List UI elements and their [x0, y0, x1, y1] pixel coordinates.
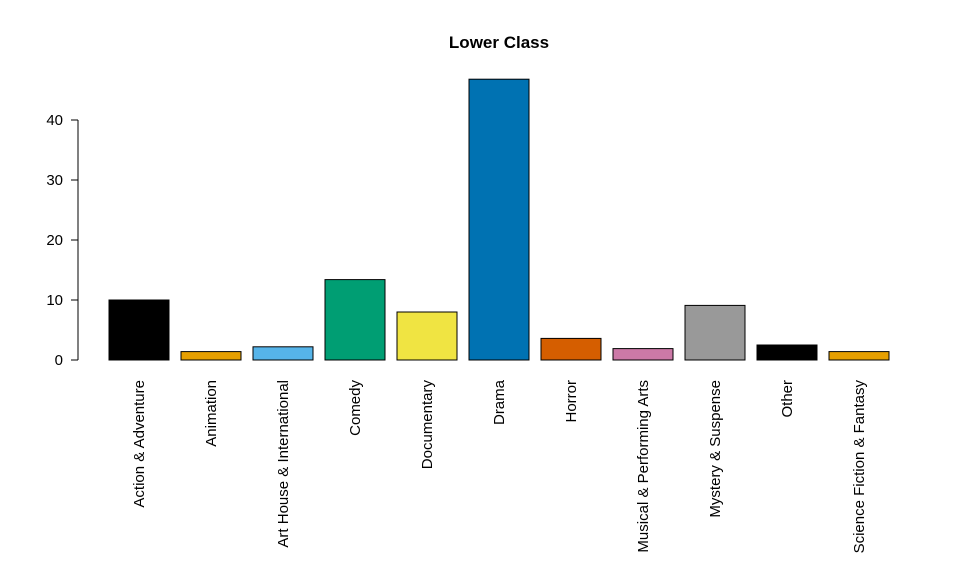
x-category-label: Other	[779, 380, 796, 418]
bar-action-adventure	[108, 299, 170, 361]
chart-title: Lower Class	[449, 33, 549, 52]
x-category-label: Comedy	[347, 380, 364, 436]
x-category-label: Documentary	[419, 380, 436, 470]
x-category-label: Science Fiction & Fantasy	[851, 380, 868, 554]
bar-musical-performing-arts	[612, 348, 674, 361]
x-category-label: Mystery & Suspense	[707, 380, 724, 518]
x-category-label: Action & Adventure	[131, 380, 148, 508]
x-category-label: Horror	[563, 380, 580, 423]
x-category-label: Drama	[491, 379, 508, 425]
x-category-label: Musical & Performing Arts	[635, 380, 652, 553]
x-category-label: Art House & International	[275, 380, 292, 548]
y-tick-label: 40	[46, 112, 63, 129]
y-axis: 0 10 20 30 40	[46, 112, 79, 369]
bar-horror	[540, 337, 602, 361]
x-category-label: Animation	[203, 380, 220, 447]
bar-art-house-international	[252, 346, 314, 361]
y-tick-label: 30	[46, 172, 63, 189]
y-tick-label: 10	[46, 292, 63, 309]
bar-mystery-suspense	[684, 304, 746, 361]
bars	[108, 78, 890, 361]
bar-drama	[468, 78, 530, 361]
bar-comedy	[324, 279, 386, 361]
x-axis-labels: Action & Adventure Animation Art House & I…	[131, 379, 868, 553]
y-tick-label: 20	[46, 232, 63, 249]
bar-other	[756, 344, 818, 361]
bar-animation	[180, 351, 242, 361]
bar-science-fiction-fantasy	[828, 351, 890, 361]
bar-documentary	[396, 311, 458, 361]
y-tick-label: 0	[55, 352, 63, 369]
